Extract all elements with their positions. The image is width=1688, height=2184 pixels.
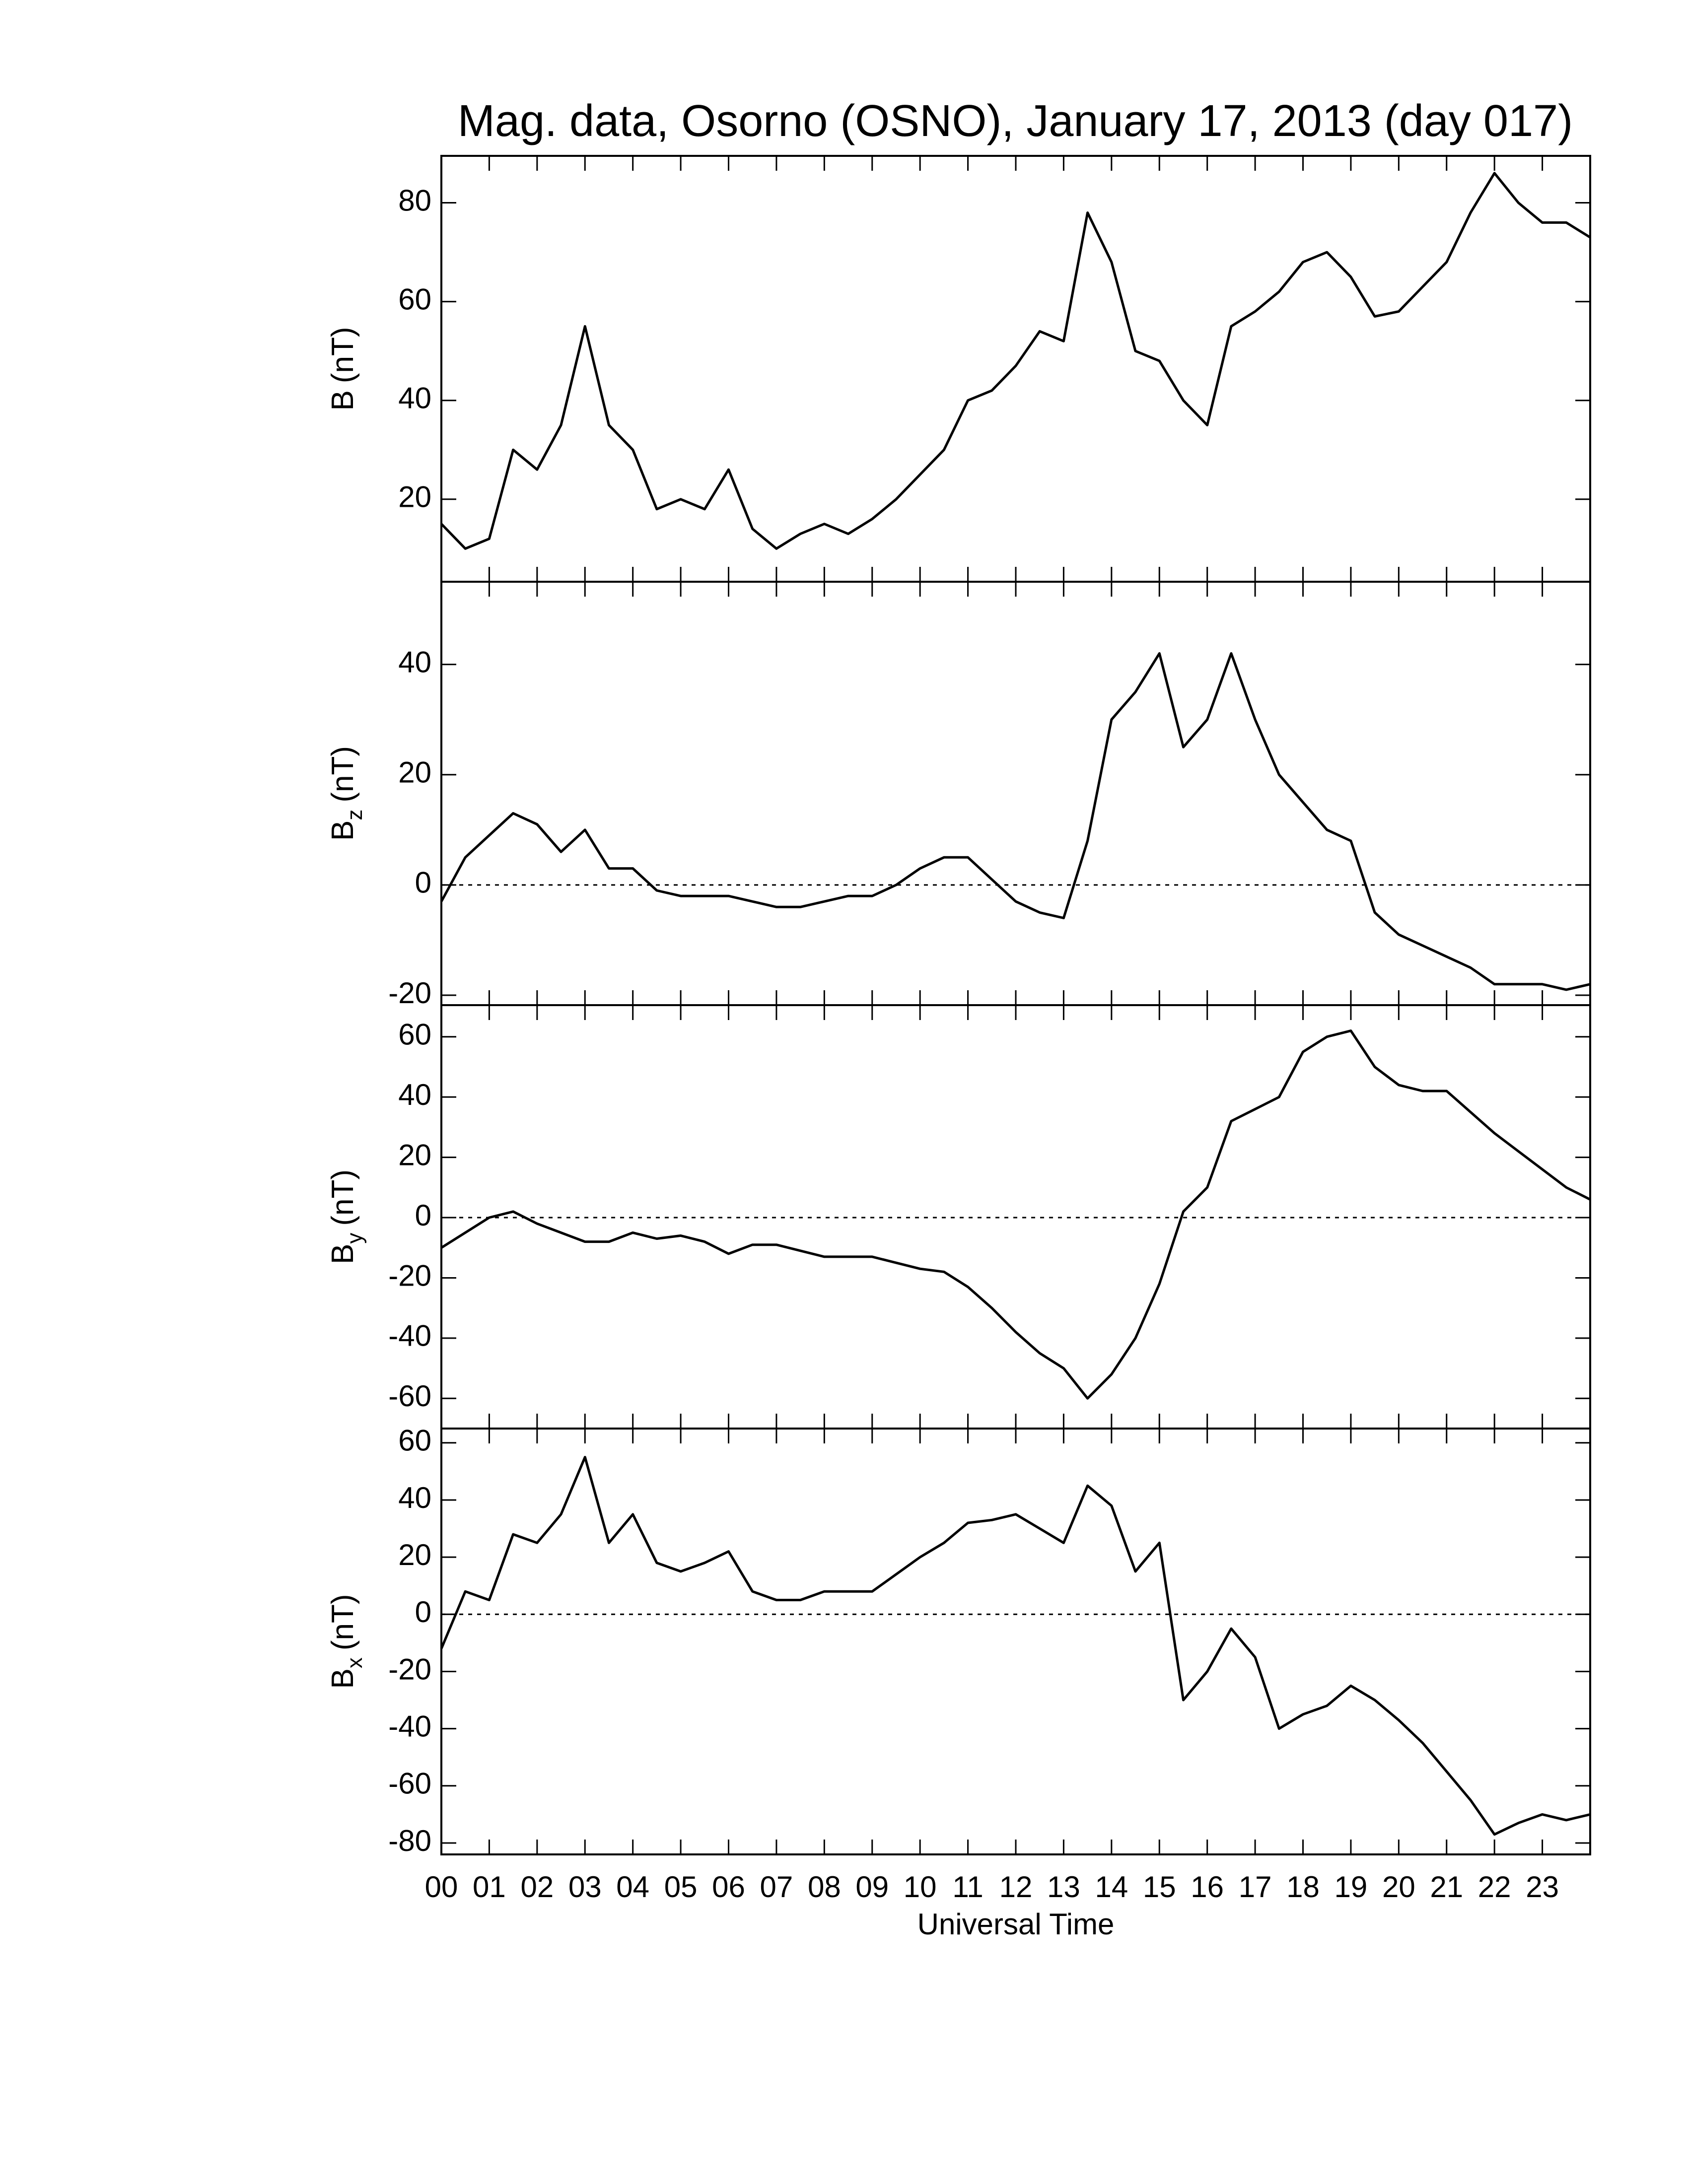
x-tick-label: 10 [904, 1870, 937, 1904]
y-tick-label: -20 [388, 1652, 431, 1686]
y-tick-label: 80 [398, 184, 431, 217]
y-tick-label: 60 [398, 282, 431, 316]
x-tick-label: 20 [1382, 1870, 1415, 1904]
y-axis-label: Bz (nT) [326, 746, 366, 841]
x-tick-label: 14 [1095, 1870, 1128, 1904]
x-tick-label: 00 [425, 1870, 458, 1904]
x-tick-label: 15 [1143, 1870, 1176, 1904]
chart-title: Mag. data, Osorno (OSNO), January 17, 20… [458, 96, 1573, 146]
x-tick-label: 02 [520, 1870, 554, 1904]
x-tick-label: 04 [616, 1870, 649, 1904]
y-label-subscript: x [343, 1657, 367, 1668]
x-tick-label: 22 [1478, 1870, 1511, 1904]
data-line [440, 652, 1591, 991]
y-label-unit: (nT) [326, 1169, 360, 1226]
x-tick-label: 19 [1335, 1870, 1368, 1904]
y-tick-label: 0 [415, 1199, 431, 1232]
y-axis-label: B (nT) [326, 327, 360, 410]
y-tick-label: 40 [398, 382, 431, 415]
y-tick-label: -20 [388, 976, 431, 1010]
y-tick-label: 20 [398, 756, 431, 789]
x-tick-label: 12 [999, 1870, 1033, 1904]
data-line [440, 1456, 1591, 1836]
x-tick-label: 17 [1239, 1870, 1272, 1904]
x-tick-label: 08 [808, 1870, 841, 1904]
y-label-unit: (nT) [326, 746, 360, 803]
y-label-symbol: B [326, 820, 360, 841]
plot-frame [440, 1428, 1591, 1855]
data-line [440, 172, 1591, 550]
y-tick-label: 40 [398, 645, 431, 679]
x-tick-label: 13 [1047, 1870, 1080, 1904]
x-tick-label: 03 [568, 1870, 602, 1904]
y-tick-label: 20 [398, 1538, 431, 1571]
y-label-unit: (nT) [326, 327, 360, 383]
x-tick-label: 11 [952, 1870, 983, 1904]
data-line [440, 1029, 1591, 1400]
y-tick-label: -60 [388, 1379, 431, 1413]
y-tick-label: 0 [415, 1595, 431, 1629]
y-tick-label: 20 [398, 1138, 431, 1171]
y-tick-label: -20 [388, 1259, 431, 1292]
y-tick-label: -40 [388, 1709, 431, 1743]
x-tick-label: 07 [760, 1870, 793, 1904]
x-tick-label: 06 [712, 1870, 745, 1904]
x-tick-label: 21 [1430, 1870, 1463, 1904]
x-tick-label: 23 [1526, 1870, 1559, 1904]
y-tick-label: 60 [398, 1018, 431, 1051]
x-tick-label: 05 [664, 1870, 698, 1904]
x-tick-label: 09 [855, 1870, 889, 1904]
x-tick-label: 01 [473, 1870, 506, 1904]
y-tick-label: -80 [388, 1824, 431, 1857]
y-tick-label: 40 [398, 1078, 431, 1111]
y-label-unit: (nT) [326, 1594, 360, 1650]
y-axis-label: By (nT) [326, 1169, 366, 1264]
y-label-subscript: z [343, 810, 367, 820]
y-tick-label: 20 [398, 480, 431, 514]
y-label-symbol: B [326, 1668, 360, 1689]
y-tick-label: 0 [415, 866, 431, 899]
y-label-symbol: B [326, 1244, 360, 1264]
y-axis-label: Bx (nT) [326, 1594, 366, 1689]
x-axis-label: Universal Time [917, 1908, 1115, 1941]
x-tick-label: 16 [1191, 1870, 1224, 1904]
y-tick-label: 40 [398, 1481, 431, 1514]
y-label-symbol: B [326, 390, 360, 410]
y-label-subscript: y [343, 1233, 367, 1244]
y-tick-label: -40 [388, 1319, 431, 1353]
y-tick-label: -60 [388, 1767, 431, 1800]
y-tick-label: 60 [398, 1424, 431, 1457]
x-tick-label: 18 [1286, 1870, 1320, 1904]
